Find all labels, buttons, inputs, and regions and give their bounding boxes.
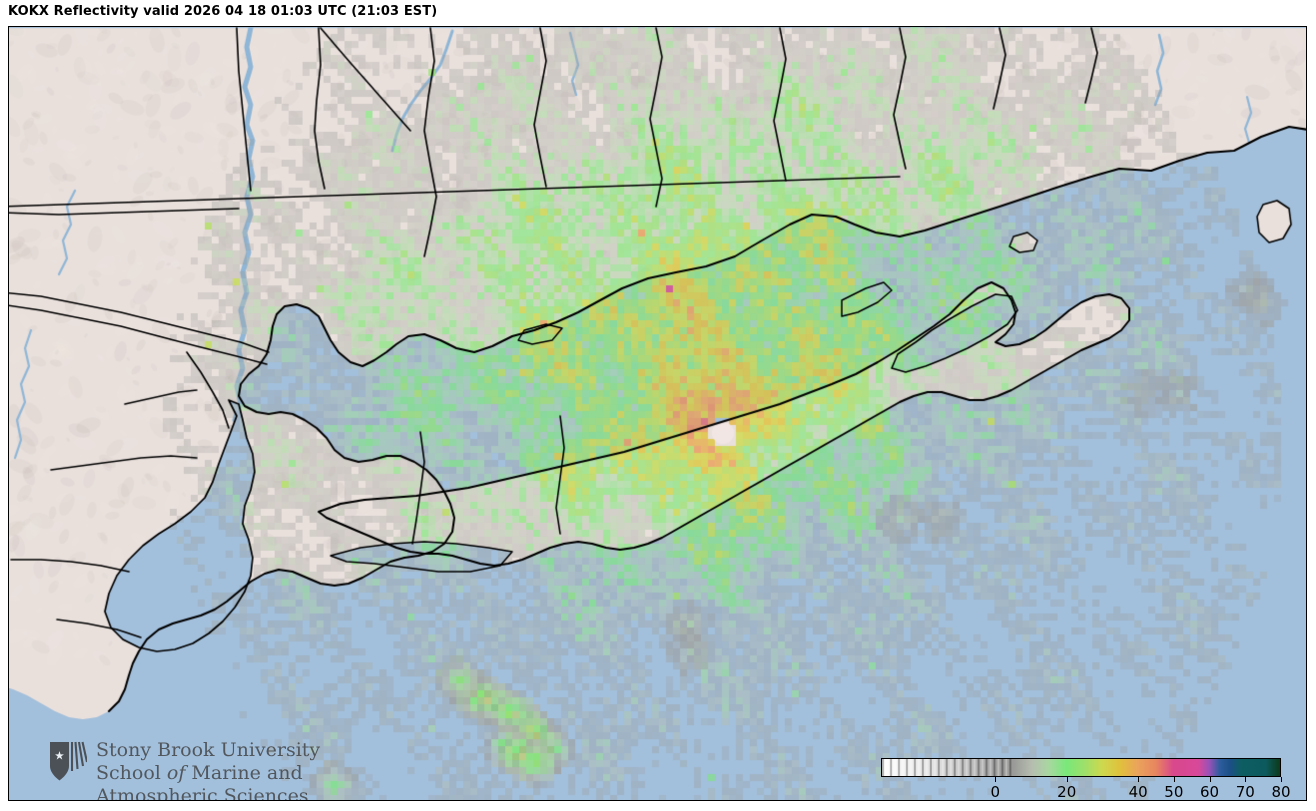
colorbar-tick xyxy=(995,777,997,782)
colorbar-tick xyxy=(1245,777,1247,782)
colorbar-tick-label: 50 xyxy=(1164,783,1184,801)
colorbar-gradient xyxy=(882,759,1280,776)
colorbar-tick-label: 40 xyxy=(1128,783,1148,801)
colorbar-tick xyxy=(1281,777,1282,782)
colorbar-tick-axis: 0 20 40 50 60 70 80 xyxy=(881,777,1291,801)
colorbar-tick-label: 60 xyxy=(1200,783,1220,801)
radar-map-frame[interactable]: Stony Brook University School of Marine … xyxy=(8,26,1307,801)
radar-map-canvas[interactable] xyxy=(9,27,1306,800)
colorbar-tick-label: 70 xyxy=(1235,783,1255,801)
colorbar-tick-label: 20 xyxy=(1057,783,1077,801)
colorbar-gradient-box xyxy=(881,758,1281,777)
colorbar-tick xyxy=(1173,777,1175,782)
reflectivity-colorbar: 0 20 40 50 60 70 80 xyxy=(873,753,1291,801)
colorbar-tick xyxy=(1066,777,1068,782)
colorbar-tick-label: 80 xyxy=(1271,783,1291,801)
colorbar-tick xyxy=(1209,777,1211,782)
page-title: KOKX Reflectivity valid 2026 04 18 01:03… xyxy=(8,4,438,19)
colorbar-tick xyxy=(1138,777,1140,782)
colorbar-tick-label: 0 xyxy=(990,783,1001,801)
